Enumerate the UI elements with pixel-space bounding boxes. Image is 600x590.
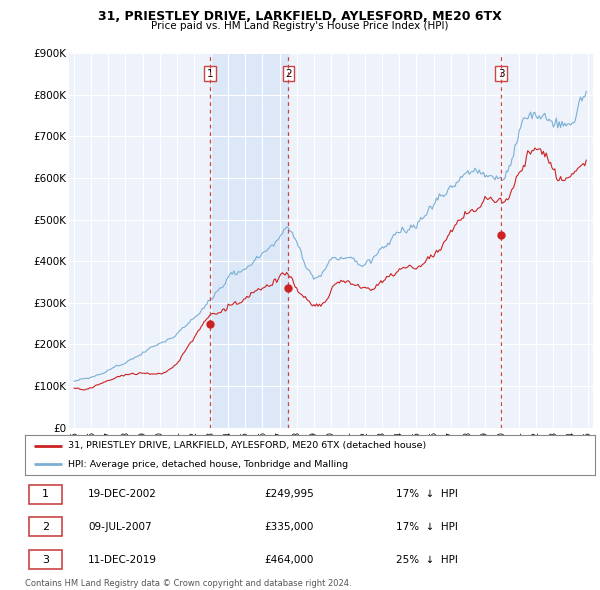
Text: 3: 3	[42, 555, 49, 565]
Bar	[289, 53, 501, 428]
Text: £335,000: £335,000	[265, 522, 314, 532]
Text: 31, PRIESTLEY DRIVE, LARKFIELD, AYLESFORD, ME20 6TX (detached house): 31, PRIESTLEY DRIVE, LARKFIELD, AYLESFOR…	[68, 441, 426, 450]
Text: Price paid vs. HM Land Registry's House Price Index (HPI): Price paid vs. HM Land Registry's House …	[151, 21, 449, 31]
Text: 11-DEC-2019: 11-DEC-2019	[88, 555, 157, 565]
Bar	[211, 53, 289, 428]
Text: 2: 2	[285, 68, 292, 78]
Text: £464,000: £464,000	[265, 555, 314, 565]
Text: 25%  ↓  HPI: 25% ↓ HPI	[396, 555, 458, 565]
Text: 09-JUL-2007: 09-JUL-2007	[88, 522, 152, 532]
Text: 17%  ↓  HPI: 17% ↓ HPI	[396, 522, 458, 532]
Text: HPI: Average price, detached house, Tonbridge and Malling: HPI: Average price, detached house, Tonb…	[68, 460, 348, 468]
Text: 3: 3	[498, 68, 505, 78]
FancyBboxPatch shape	[29, 550, 62, 569]
Text: 19-DEC-2002: 19-DEC-2002	[88, 489, 157, 499]
Text: 17%  ↓  HPI: 17% ↓ HPI	[396, 489, 458, 499]
FancyBboxPatch shape	[29, 485, 62, 504]
Text: 1: 1	[42, 489, 49, 499]
Text: 2: 2	[42, 522, 49, 532]
FancyBboxPatch shape	[29, 517, 62, 536]
Text: 31, PRIESTLEY DRIVE, LARKFIELD, AYLESFORD, ME20 6TX: 31, PRIESTLEY DRIVE, LARKFIELD, AYLESFOR…	[98, 10, 502, 23]
Text: 1: 1	[207, 68, 214, 78]
Text: Contains HM Land Registry data © Crown copyright and database right 2024.: Contains HM Land Registry data © Crown c…	[25, 579, 352, 588]
Text: £249,995: £249,995	[265, 489, 314, 499]
